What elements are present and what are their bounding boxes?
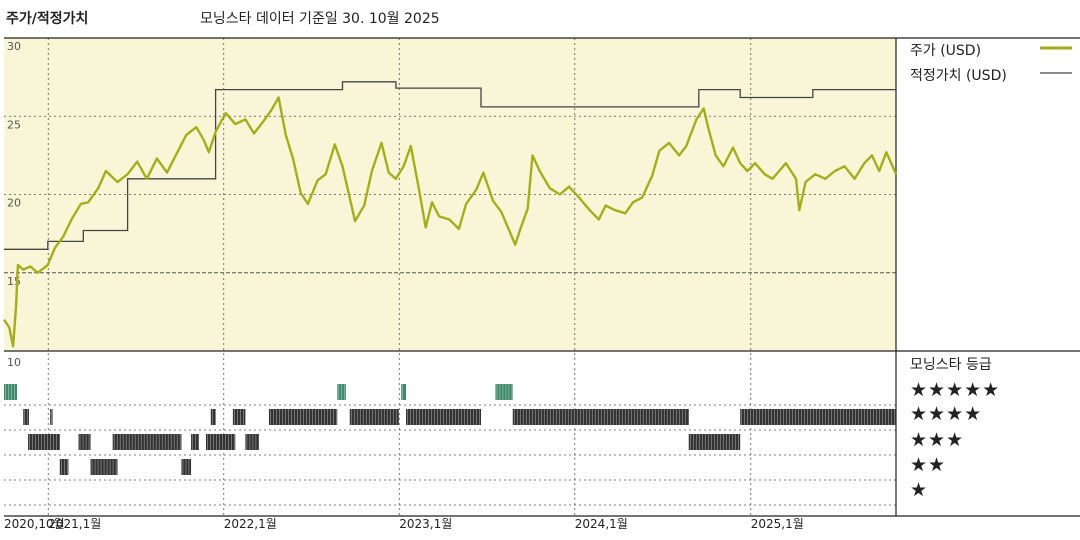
rating-bar-4-star (210, 409, 216, 425)
rating-legend-title: 모닝스타 등급 (910, 357, 992, 373)
rating-bar-3-star (78, 434, 91, 450)
legend-stars-4: ★★★★ (910, 403, 983, 425)
y-tick-label: 25 (7, 118, 21, 131)
x-tick-label: 2025,1월 (751, 517, 804, 531)
fair-value-line (4, 81, 896, 250)
y-tick-label: 20 (7, 197, 21, 210)
rating-bar-4-star (268, 409, 338, 425)
y-tick-label: 15 (7, 275, 21, 288)
y-tick-label: 30 (7, 40, 21, 53)
rating-bar-4-star (512, 409, 689, 425)
rating-bar-3-star (191, 434, 199, 450)
x-tick-label: 2021,1월 (48, 517, 101, 531)
x-tick-label: 2022,1월 (224, 517, 277, 531)
rating-bar-5-star (401, 384, 407, 400)
rating-bar-4-star (349, 409, 399, 425)
x-tick-label: 2024,1월 (575, 517, 628, 531)
legend-stars-1: ★ (910, 479, 929, 501)
legend-fair-label: 적정가치 (USD) (910, 68, 1007, 84)
legend-stars-3: ★★★ (910, 429, 965, 451)
rating-bar-4-star (23, 409, 30, 425)
rating-bar-4-star (740, 409, 896, 425)
x-tick-label: 2020,10월 (4, 517, 65, 531)
data-date-caption: 모닝스타 데이터 기준일 30. 10월 2025 (200, 11, 440, 27)
y-tick-label: 10 (7, 356, 21, 369)
x-tick-label: 2023,1월 (399, 517, 452, 531)
legend-stars-5: ★★★★★ (910, 379, 1001, 401)
price-line (3, 96, 898, 348)
rating-bar-5-star (4, 384, 17, 400)
legend-price-label: 주가 (USD) (910, 43, 982, 59)
rating-bar-3-star (28, 434, 60, 450)
rating-bar-2-star (181, 459, 192, 475)
rating-bar-3-star (245, 434, 259, 450)
legend-stars-2: ★★ (910, 454, 947, 476)
rating-bar-4-star (232, 409, 246, 425)
left-title: 주가/적정가치 (6, 11, 89, 27)
rating-bar-5-star (495, 384, 513, 400)
